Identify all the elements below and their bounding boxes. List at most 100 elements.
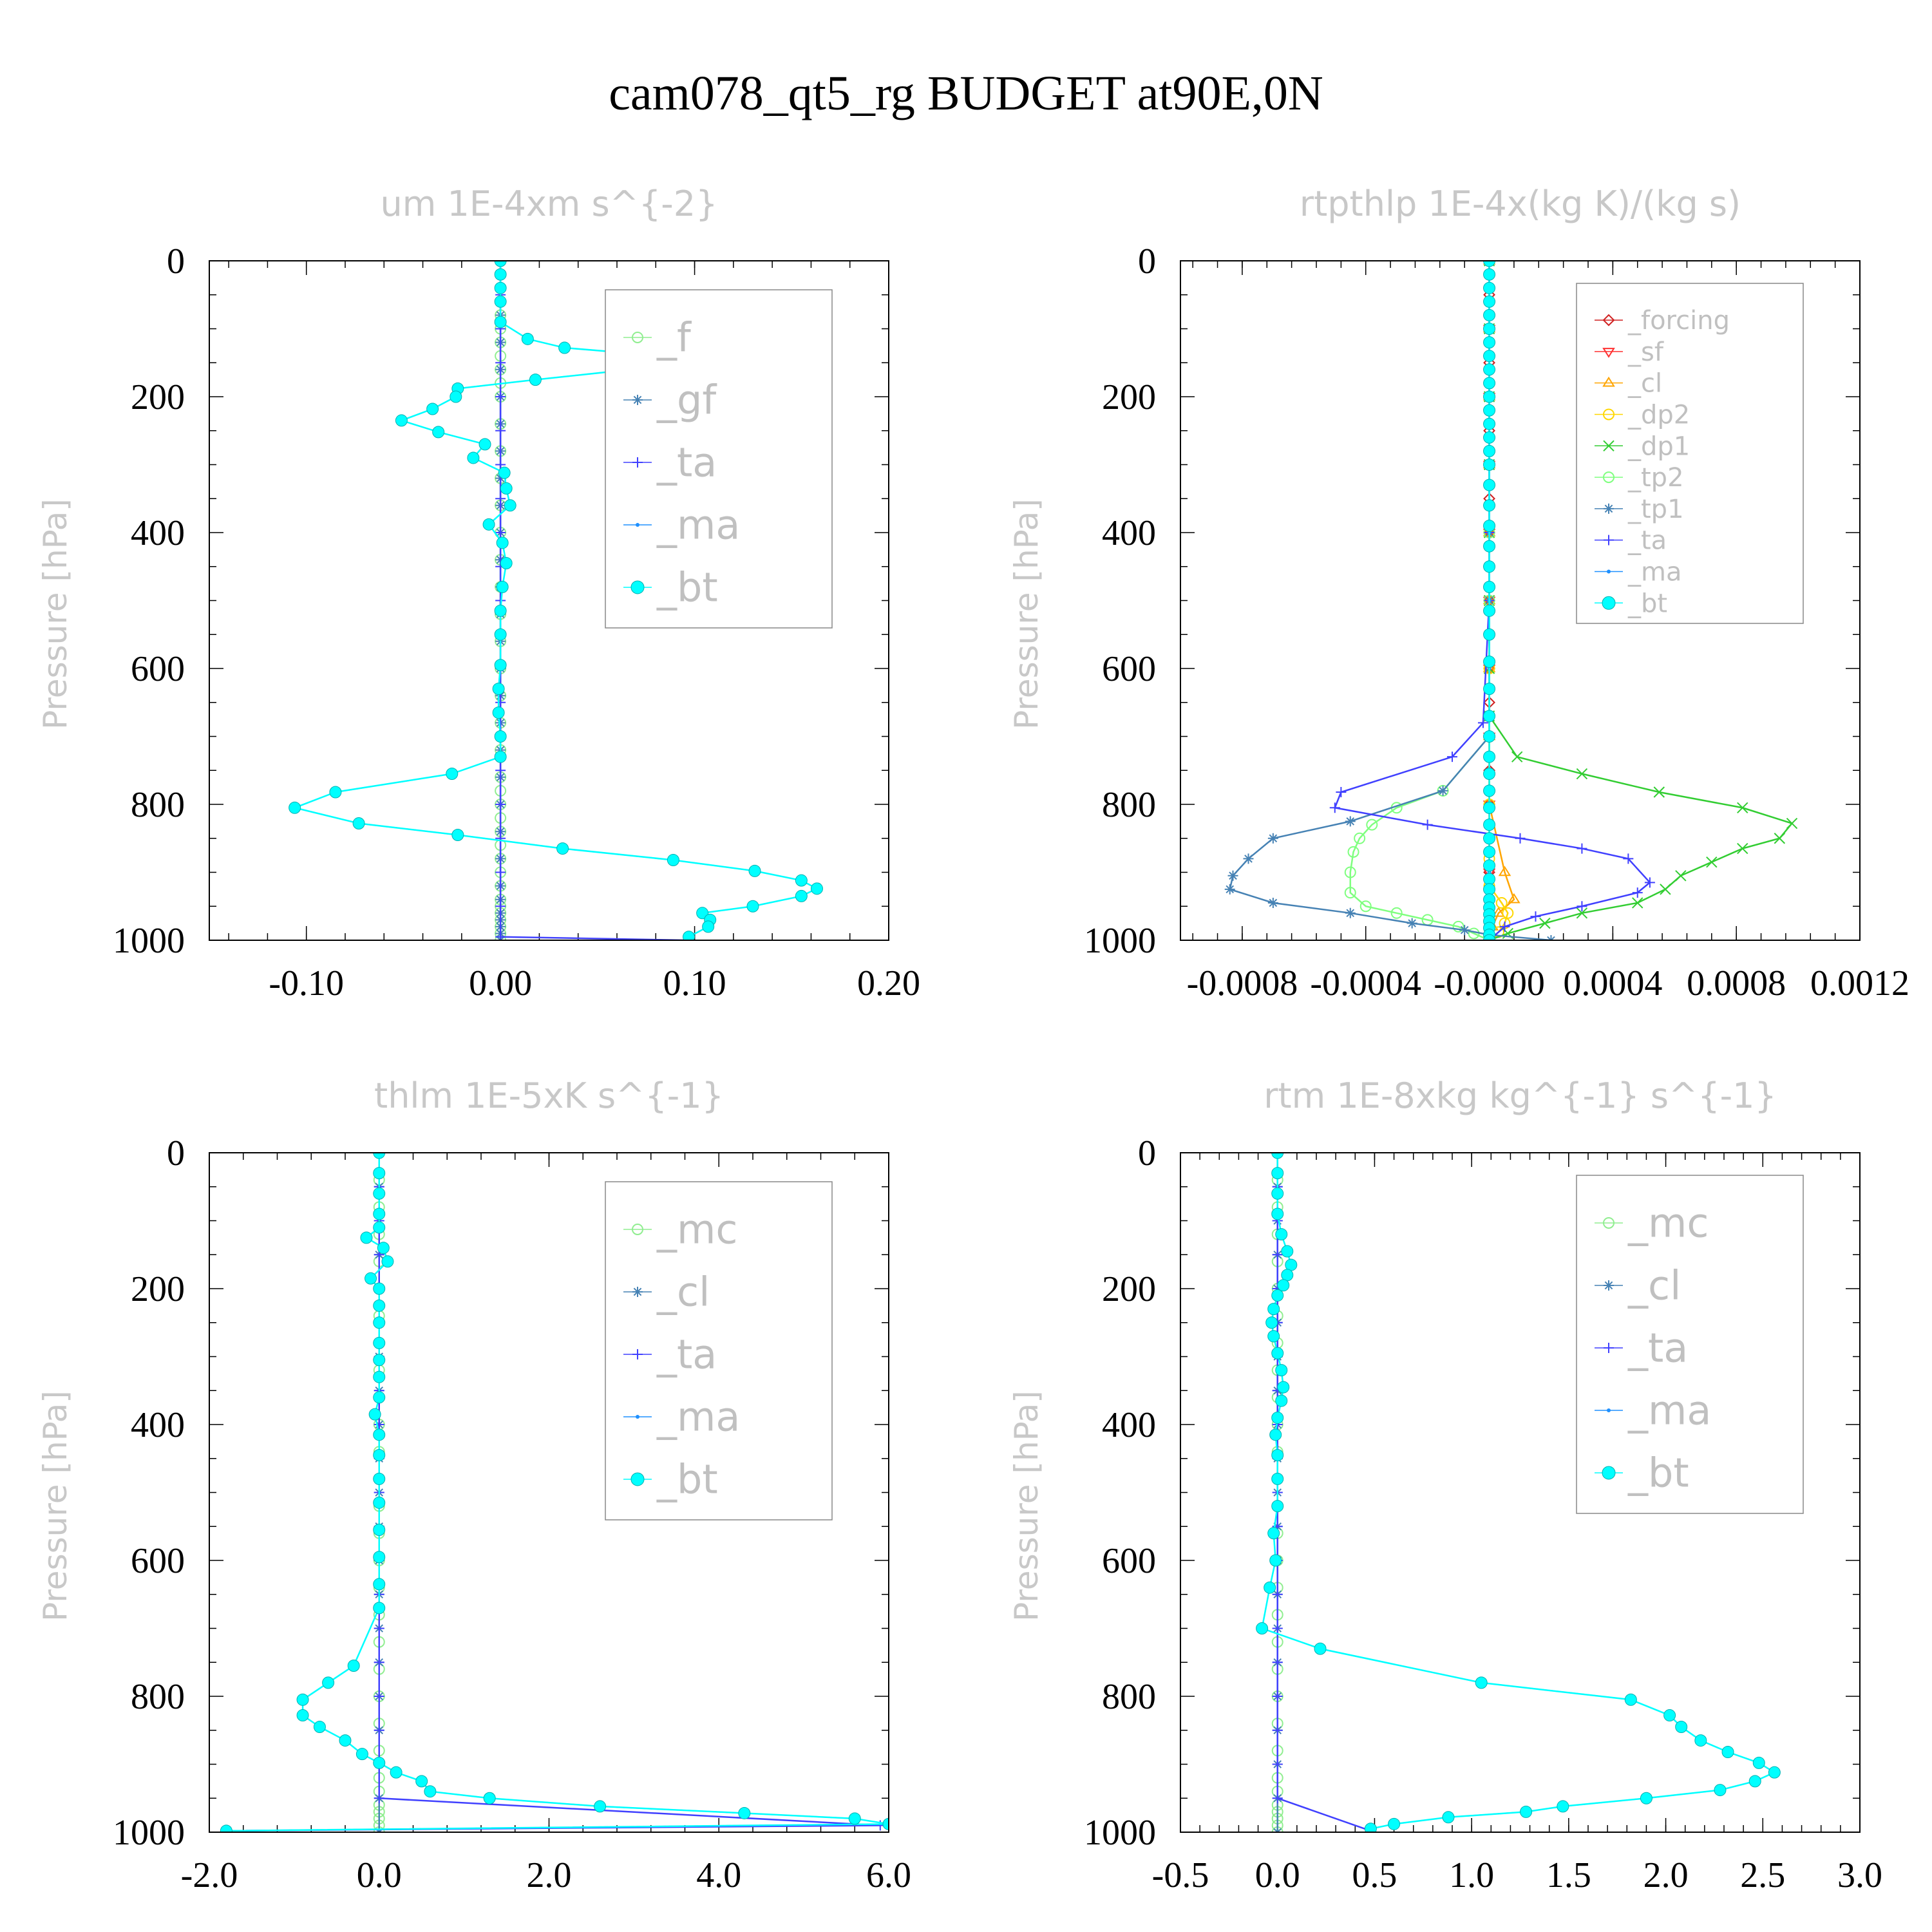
data-point: [495, 697, 506, 708]
data-point: [1752, 1756, 1765, 1769]
legend-marker: [632, 331, 643, 343]
data-point: [373, 1391, 386, 1404]
data-point: [1227, 870, 1238, 881]
data-point: [495, 357, 506, 368]
legend-label: _mc: [656, 1206, 737, 1253]
legend-label: _ma: [656, 1394, 740, 1441]
data-point: [1271, 1411, 1284, 1424]
legend-marker: [636, 1414, 639, 1419]
data-point: [1267, 897, 1278, 908]
data-point: [1272, 1623, 1283, 1634]
data-point: [1406, 918, 1417, 929]
data-point: [848, 1812, 861, 1825]
data-point: [1577, 901, 1587, 912]
panel-3: thlm 1E-5xK s^{-1} Pressure [hPa] 0 200 400 6…: [37, 1075, 911, 1895]
series-bt: [220, 1153, 889, 1832]
data-point: [1483, 580, 1496, 593]
data-point: [373, 1336, 386, 1349]
data-point: [355, 1748, 368, 1761]
plot-frame: [1180, 260, 1861, 941]
data-point: [1492, 906, 1505, 917]
data-point: [482, 518, 495, 531]
data-point: [352, 817, 365, 830]
data-point: [374, 1691, 384, 1701]
data-point: [329, 786, 342, 799]
y-tick-label: 400: [131, 513, 185, 553]
legend-label: _ta: [1627, 526, 1667, 556]
data-point: [1272, 1793, 1283, 1804]
data-point: [426, 402, 439, 415]
data-point: [1663, 1709, 1676, 1722]
data-point: [1483, 336, 1496, 349]
data-point: [500, 556, 513, 569]
data-point: [1269, 1554, 1282, 1567]
legend-label: _cl: [656, 1269, 710, 1316]
series-bt: [1483, 261, 1496, 940]
data-point: [1483, 377, 1496, 390]
data-point: [1623, 853, 1634, 864]
data-point: [381, 1255, 394, 1268]
data-point: [496, 536, 509, 549]
data-point: [373, 1187, 386, 1200]
y-tick-label: 800: [1102, 785, 1156, 825]
x-tick-label: -0.10: [269, 963, 344, 1003]
legend-marker: [630, 1472, 645, 1486]
data-point: [374, 1725, 384, 1736]
data-point: [373, 1370, 386, 1383]
data-point: [478, 438, 491, 451]
data-point: [558, 341, 571, 354]
data-point: [1336, 787, 1347, 798]
legend-label: _ta: [656, 439, 717, 486]
x-tick-label: 0.00: [469, 963, 532, 1003]
data-point: [521, 332, 534, 345]
legend-label: _cl: [1627, 1262, 1681, 1309]
legend-label: _ma: [656, 502, 740, 549]
data-point: [1768, 1766, 1781, 1779]
data-point: [492, 683, 505, 696]
data-point: [1271, 1347, 1284, 1359]
data-point: [1475, 1676, 1488, 1689]
data-point: [1737, 842, 1748, 855]
data-point: [373, 1299, 386, 1312]
data-point: [1508, 893, 1520, 904]
y-tick-label: 1000: [1084, 1813, 1156, 1853]
legend-marker: [1602, 314, 1615, 327]
data-point: [1483, 768, 1496, 781]
panel-title: thlm 1E-5xK s^{-1}: [374, 1075, 724, 1116]
data-point: [1483, 604, 1496, 617]
data-point: [1272, 1657, 1283, 1668]
data-point: [432, 426, 445, 439]
data-point: [1530, 911, 1541, 922]
y-tick-label: 600: [1102, 1541, 1156, 1581]
data-point: [1483, 295, 1496, 308]
data-point: [1644, 877, 1655, 888]
data-point: [492, 706, 505, 719]
data-point: [494, 316, 507, 328]
data-point: [339, 1734, 352, 1747]
data-point: [373, 1472, 386, 1485]
data-point: [1483, 390, 1496, 403]
data-point: [1675, 1720, 1688, 1733]
data-point: [1774, 833, 1786, 844]
data-point: [1344, 887, 1356, 899]
data-point: [498, 466, 511, 479]
x-tick-label: 2.0: [527, 1855, 572, 1895]
legend-marker: [1603, 1217, 1615, 1229]
plot-area: [289, 261, 823, 940]
y-tick-label: 600: [131, 1541, 185, 1581]
x-tick-label: 0.5: [1352, 1855, 1397, 1895]
data-point: [1502, 907, 1514, 919]
plot-area: [1256, 1153, 1781, 1832]
data-point: [1483, 519, 1496, 532]
data-point: [374, 1623, 384, 1634]
data-point: [1256, 1622, 1269, 1634]
data-point: [1354, 832, 1366, 844]
data-point: [1447, 752, 1457, 762]
data-point: [1483, 873, 1496, 886]
data-point: [1483, 934, 1496, 940]
data-point: [1281, 1269, 1294, 1282]
panel-2: rtpthlp 1E-4x(kg K)/(kg s) Pressure [hPa]…: [1008, 184, 1909, 1003]
data-point: [289, 801, 301, 814]
data-point: [1272, 1759, 1283, 1770]
